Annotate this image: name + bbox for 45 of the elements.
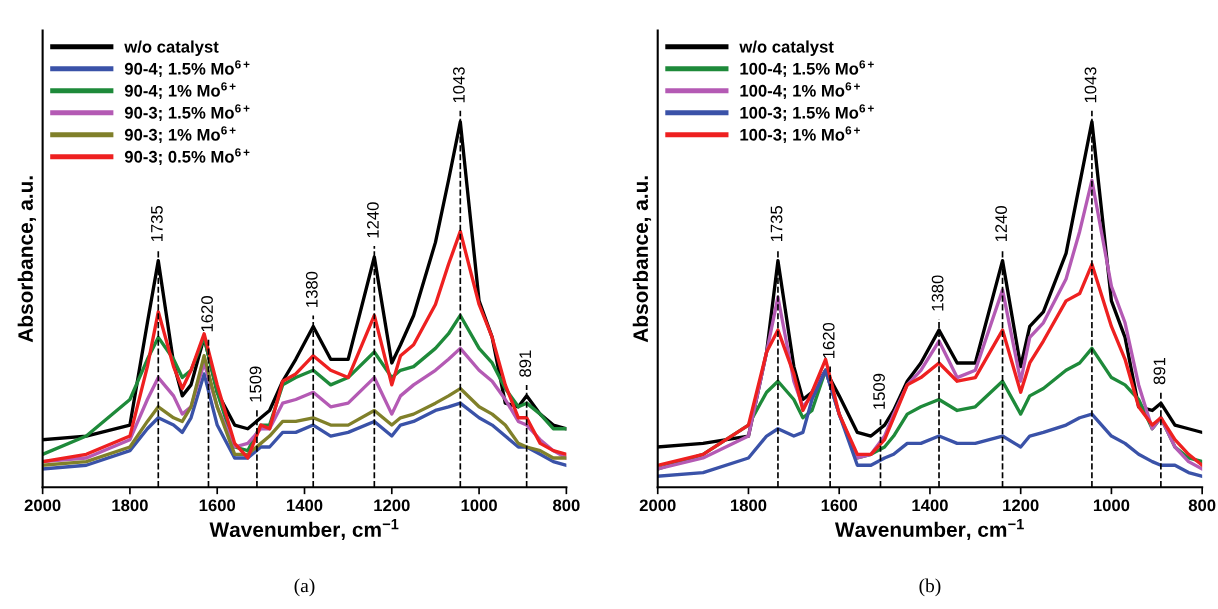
legend-label: 100-3; 1.5% Mo$^{6+}$ — [740, 104, 874, 122]
x-axis-title: Wavenumber, cm$^{−1}$ — [834, 519, 1024, 541]
legend-label: 100-3; 1% Mo$^{6+}$ — [740, 126, 860, 144]
legend-label: 90-3; 1% Mo$^{6+}$ — [124, 126, 236, 144]
ref-line-label: 891 — [519, 350, 532, 377]
ref-line-label: 1509 — [249, 366, 262, 402]
x-tick-label: 2000 — [639, 499, 676, 512]
ref-line-label: 1043 — [452, 67, 465, 103]
legend-label: 90-3; 1.5% Mo$^{6+}$ — [124, 104, 250, 122]
x-tick-label: 1600 — [821, 499, 858, 512]
ref-line-label: 1380 — [931, 275, 944, 311]
x-tick-label: 1400 — [287, 499, 323, 512]
legend-label: 100-4; 1.5% Mo$^{6+}$ — [740, 60, 874, 78]
x-tick-label: 1400 — [912, 499, 948, 512]
ref-line-label: 1240 — [995, 205, 1008, 242]
ref-line-label: 1240 — [367, 202, 379, 238]
text: (a) — [294, 578, 315, 597]
x-tick-label: 800 — [1188, 499, 1216, 512]
ref-line-label: 1620 — [201, 296, 213, 332]
x-tick-label: 800 — [553, 499, 580, 512]
legend-label: 90-4; 1% Mo$^{6+}$ — [124, 82, 236, 100]
y-axis-title: Absorbance, a.u. — [17, 176, 36, 343]
ref-line-label: 1620 — [822, 322, 835, 359]
legend-label: 90-3; 0.5% Mo$^{6+}$ — [124, 148, 250, 166]
x-tick-label: 1800 — [112, 499, 148, 512]
text: (b) — [919, 578, 941, 597]
ref-line-label: 1735 — [150, 206, 163, 242]
legend-label: 90-4; 1.5% Mo$^{6+}$ — [124, 60, 250, 78]
x-tick-label: 2000 — [24, 499, 61, 512]
x-tick-label: 1000 — [461, 499, 497, 512]
legend-label: 100-4; 1% Mo$^{6+}$ — [740, 82, 860, 100]
x-tick-label: 1200 — [1003, 499, 1039, 512]
x-axis-title: Wavenumber, cm$^{−1}$ — [209, 519, 399, 541]
x-tick-label: 1000 — [1093, 499, 1130, 512]
y-axis-title: Absorbance, a.u. — [632, 176, 652, 343]
legend-label: w/o catalyst — [739, 40, 834, 56]
x-tick-label: 1800 — [730, 499, 767, 512]
x-tick-label: 1200 — [374, 499, 410, 512]
ref-line-label: 1509 — [873, 373, 885, 409]
x-tick-label: 1600 — [199, 499, 236, 512]
legend-label: w/o catalyst — [124, 40, 219, 56]
ref-line-label: 1735 — [770, 206, 783, 242]
ref-line-label: 1043 — [1084, 67, 1097, 103]
ref-line-label: 891 — [1153, 357, 1166, 385]
ref-line-label: 1380 — [305, 271, 318, 307]
